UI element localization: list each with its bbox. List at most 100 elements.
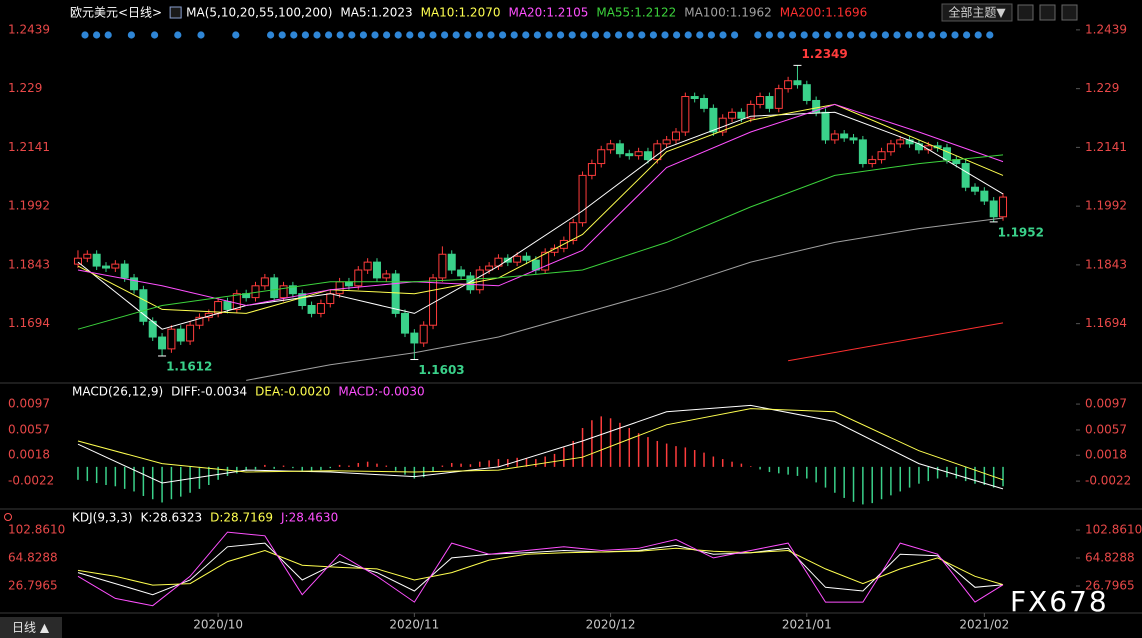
macd-bar — [348, 465, 350, 467]
candle-body — [821, 111, 830, 141]
candle-body — [260, 277, 269, 287]
indicator-line — [77, 111, 1004, 330]
indicator-line — [246, 217, 1004, 381]
y-tick-label-right: 0.0018 — [1085, 448, 1127, 462]
signal-dot — [313, 31, 321, 39]
candle-body — [92, 253, 101, 267]
macd-bar — [778, 466, 780, 474]
legend-entry: MA55:1.2122 — [596, 6, 676, 20]
legend-entry: MA20:1.2105 — [508, 6, 588, 20]
extreme-label: 1.1612 — [166, 359, 212, 373]
macd-bar — [366, 461, 369, 467]
macd-bar — [394, 466, 397, 471]
signal-dot — [174, 31, 182, 39]
legend-entry: J:28.4630 — [280, 511, 338, 525]
macd-bar — [871, 466, 873, 504]
macd-bar — [992, 466, 995, 488]
extreme-label: 1.1952 — [998, 225, 1044, 239]
signal-dot — [499, 31, 507, 39]
signal-dot — [104, 31, 112, 39]
macd-bar — [161, 466, 163, 503]
candle-body — [344, 281, 353, 287]
y-tick-label: 0.0018 — [8, 448, 50, 462]
signal-dot — [383, 31, 391, 39]
signal-dot — [707, 31, 716, 39]
candle-body — [120, 263, 129, 279]
candle-body — [634, 151, 643, 157]
legend-entry: KDJ(9,3,3) — [72, 511, 133, 525]
macd-bar — [245, 466, 247, 471]
signal-dot — [858, 31, 866, 39]
y-tick-label: 26.7965 — [8, 579, 58, 593]
period-tab-label[interactable]: 日线 ▲ — [12, 621, 50, 635]
legend-icon — [169, 6, 182, 19]
y-tick-label: 1.1992 — [8, 199, 50, 213]
candle-body — [382, 273, 391, 279]
indicator-line — [77, 542, 1004, 596]
theme-button[interactable] — [941, 3, 1013, 22]
macd-bar — [1002, 466, 1004, 487]
candle-body — [223, 301, 232, 310]
macd-bar — [151, 466, 154, 500]
signal-dot — [510, 31, 518, 39]
macd-bar — [441, 465, 444, 467]
macd-bar — [488, 460, 490, 467]
signal-dot — [557, 31, 565, 39]
macd-bar — [460, 463, 462, 467]
candle-body — [438, 253, 447, 279]
candle-body — [111, 263, 120, 269]
y-tick-label-right: 0.0097 — [1085, 397, 1127, 411]
macd-bar — [282, 465, 285, 467]
y-tick-label-right: 1.2439 — [1085, 22, 1127, 36]
indicator-line — [77, 154, 1004, 330]
signal-dot — [870, 31, 878, 39]
y-tick-label-right: 1.1992 — [1085, 199, 1127, 213]
macd-bar — [142, 466, 145, 496]
candle-body — [615, 143, 624, 155]
signal-dot — [649, 31, 658, 39]
signal-dot — [475, 31, 483, 39]
macd-bar — [77, 466, 79, 480]
y-tick-label-right: 1.1694 — [1085, 316, 1127, 330]
signal-dot — [151, 31, 159, 39]
y-tick-label-right: 0.0057 — [1085, 422, 1127, 436]
period-tab[interactable] — [0, 617, 62, 638]
indicator-line — [77, 103, 1004, 314]
y-tick-label: 64.8288 — [8, 551, 58, 565]
macd-bar — [413, 466, 416, 479]
candle-body — [653, 143, 662, 161]
y-tick-label: 102.8610 — [8, 522, 65, 536]
toolbar-icon[interactable] — [1061, 4, 1078, 21]
candle-body — [896, 139, 905, 145]
macd-bar — [693, 450, 696, 467]
signal-dot — [394, 31, 402, 39]
signal-dot — [835, 31, 843, 39]
candle-body — [522, 255, 531, 261]
macd-bar — [721, 459, 724, 467]
macd-bar — [105, 466, 107, 485]
toolbar-icon[interactable] — [1039, 4, 1056, 21]
theme-button-label[interactable]: 全部主题▼ — [948, 5, 1006, 20]
macd-bar — [581, 428, 584, 467]
macd-bar — [497, 459, 500, 467]
candle-body — [961, 163, 970, 188]
signal-dot — [719, 31, 727, 39]
signal-dot — [963, 31, 971, 39]
candle-body — [363, 261, 372, 271]
indicator-line — [77, 103, 1004, 307]
signal-dot — [777, 31, 785, 39]
candle-body — [485, 265, 494, 271]
x-tick-label: 2020/10 — [193, 618, 243, 632]
candle-body — [429, 277, 438, 326]
candle-body — [671, 131, 680, 141]
y-tick-label-right: 1.2141 — [1085, 140, 1127, 154]
toolbar-icon[interactable] — [1017, 4, 1034, 21]
candle-body — [419, 324, 428, 344]
macd-bar — [796, 466, 799, 476]
indicator-icon[interactable] — [4, 513, 12, 521]
signal-dot — [232, 31, 240, 39]
candle-body — [298, 293, 307, 307]
y-tick-label: 0.0057 — [8, 422, 50, 436]
macd-bar — [600, 416, 602, 467]
